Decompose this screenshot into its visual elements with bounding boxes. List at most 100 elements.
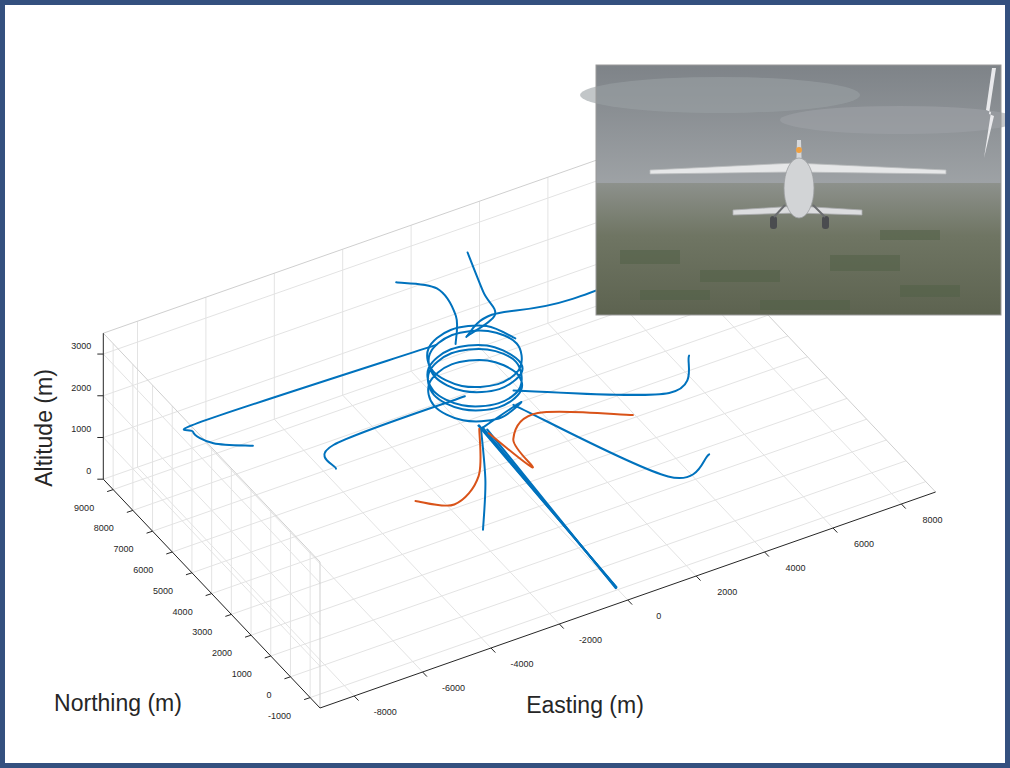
aircraft-icon xyxy=(329,462,342,475)
x-tick xyxy=(423,672,427,677)
aircraft-marker xyxy=(681,347,697,363)
trajectory xyxy=(467,253,495,336)
y-tick-label: 6000 xyxy=(133,565,153,575)
y-tick-label: 0 xyxy=(266,690,271,700)
x-axis xyxy=(320,492,936,708)
grid-line xyxy=(342,249,343,395)
trajectory xyxy=(427,325,522,427)
grid-line xyxy=(103,479,320,708)
grid-line xyxy=(547,177,548,323)
y-tick-label: 3000 xyxy=(192,627,212,637)
y-tick-label: 1000 xyxy=(232,669,252,679)
y-tick-label: 7000 xyxy=(114,544,134,554)
aircraft-body xyxy=(334,464,338,472)
inset-strut xyxy=(774,205,785,217)
inset-cloud xyxy=(580,77,860,113)
aircraft-body xyxy=(248,444,256,448)
aircraft-icon xyxy=(247,439,260,452)
aircraft-body xyxy=(685,352,692,361)
y-tick-label: 8000 xyxy=(94,523,114,533)
z-tick xyxy=(97,395,103,396)
y-tick-label: 4000 xyxy=(173,607,193,617)
y-tick-label: 5000 xyxy=(153,586,173,596)
aircraft-marker xyxy=(389,275,403,289)
grid-line xyxy=(137,321,138,467)
grid-line xyxy=(103,437,320,666)
grid-line xyxy=(271,440,887,656)
inset-field xyxy=(700,270,780,282)
x-tick-label: -4000 xyxy=(510,659,533,669)
grid xyxy=(103,129,925,708)
y-tick xyxy=(304,698,310,700)
x-axis-label: Easting (m) xyxy=(526,692,644,718)
aircraft-marker xyxy=(409,494,422,507)
aircraft-marker xyxy=(247,439,260,452)
y-tick xyxy=(245,635,251,637)
inset-field xyxy=(640,290,710,300)
x-tick xyxy=(901,504,905,509)
aircraft-body xyxy=(481,525,485,533)
trajectory xyxy=(479,425,616,587)
y-tick xyxy=(127,510,133,512)
z-axis xyxy=(103,333,104,479)
y-tick xyxy=(206,594,212,596)
y-tick-label: 2000 xyxy=(212,648,232,658)
y-tick xyxy=(166,552,172,554)
y-axis-label: Northing (m) xyxy=(54,690,182,716)
grid-line xyxy=(251,419,867,635)
aircraft-body xyxy=(465,249,471,258)
y-tick xyxy=(265,656,271,658)
trajectory xyxy=(184,345,436,446)
x-tick xyxy=(354,696,358,701)
grid-line xyxy=(103,354,320,583)
inset-field xyxy=(760,300,850,310)
grid-line xyxy=(172,336,788,552)
x-tick xyxy=(491,648,495,653)
aircraft-icon xyxy=(460,245,476,261)
aircraft-marker xyxy=(477,524,490,537)
z-tick xyxy=(97,354,103,355)
x-tick-label: -8000 xyxy=(374,707,397,717)
inset-fuselage xyxy=(784,158,814,218)
aircraft-icon xyxy=(389,275,403,289)
x-tick-label: -2000 xyxy=(579,635,602,645)
y-tick xyxy=(186,573,192,575)
inset-wheel xyxy=(822,216,829,229)
trajectory xyxy=(396,282,457,344)
aircraft-marker xyxy=(701,446,717,462)
z-tick-label: 2000 xyxy=(71,383,91,393)
z-tick-label: 0 xyxy=(86,466,91,476)
x-tick-label: -6000 xyxy=(442,683,465,693)
grid-line xyxy=(153,315,769,531)
y-tick xyxy=(225,614,231,616)
box-edge xyxy=(320,562,321,708)
y-tick xyxy=(147,531,153,533)
grid-line xyxy=(212,378,828,594)
aircraft-marker xyxy=(329,462,342,475)
trajectory xyxy=(478,426,616,587)
inset-field xyxy=(900,285,960,297)
trajectory xyxy=(514,356,690,395)
trajectory xyxy=(489,412,633,468)
z-axis-label: Altitude (m) xyxy=(31,369,57,487)
y-tick-label: 9000 xyxy=(74,503,94,513)
grid-line xyxy=(411,225,412,371)
y-tick-label: -1000 xyxy=(268,711,291,721)
z-tick-label: 1000 xyxy=(71,424,91,434)
inset-field xyxy=(620,250,680,264)
z-tick xyxy=(97,437,103,438)
inset-wheel xyxy=(770,216,777,229)
x-tick xyxy=(628,600,632,605)
x-tick xyxy=(765,552,769,557)
aircraft-marker xyxy=(627,409,639,421)
x-tick-label: 4000 xyxy=(786,563,806,573)
grid-line xyxy=(133,294,749,510)
y-axis xyxy=(103,479,320,708)
aircraft-icon xyxy=(627,409,639,421)
y-tick xyxy=(107,490,113,492)
x-tick-label: 2000 xyxy=(717,587,737,597)
grid-line xyxy=(231,398,847,614)
x-tick-label: 8000 xyxy=(922,515,942,525)
trajectory xyxy=(513,405,709,478)
inset-field xyxy=(830,255,900,271)
